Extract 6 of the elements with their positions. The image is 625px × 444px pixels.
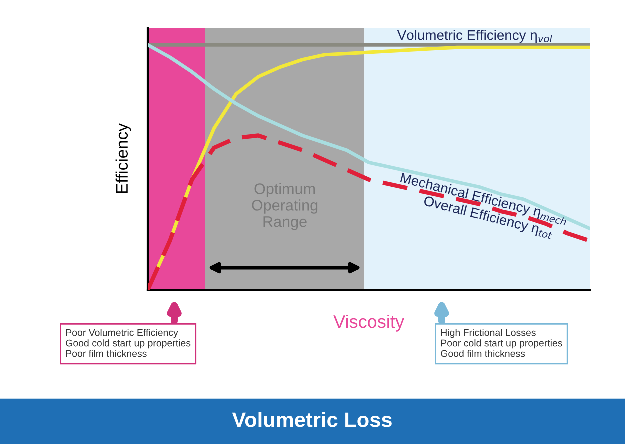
- text: Poor Volumetric Efficiency Good cold start up properties Poor film thickness: [66, 329, 191, 358]
- x-axis-title: Viscosity: [334, 315, 404, 332]
- text: High Frictional Losses Poor cold start up properties Good film thickness: [441, 329, 562, 358]
- y-axis-title: Efficiency: [116, 124, 132, 194]
- series-label: Volumetric Efficiency η$_{vol}$: [397, 30, 552, 43]
- text: Volumetric Loss: [232, 412, 392, 428]
